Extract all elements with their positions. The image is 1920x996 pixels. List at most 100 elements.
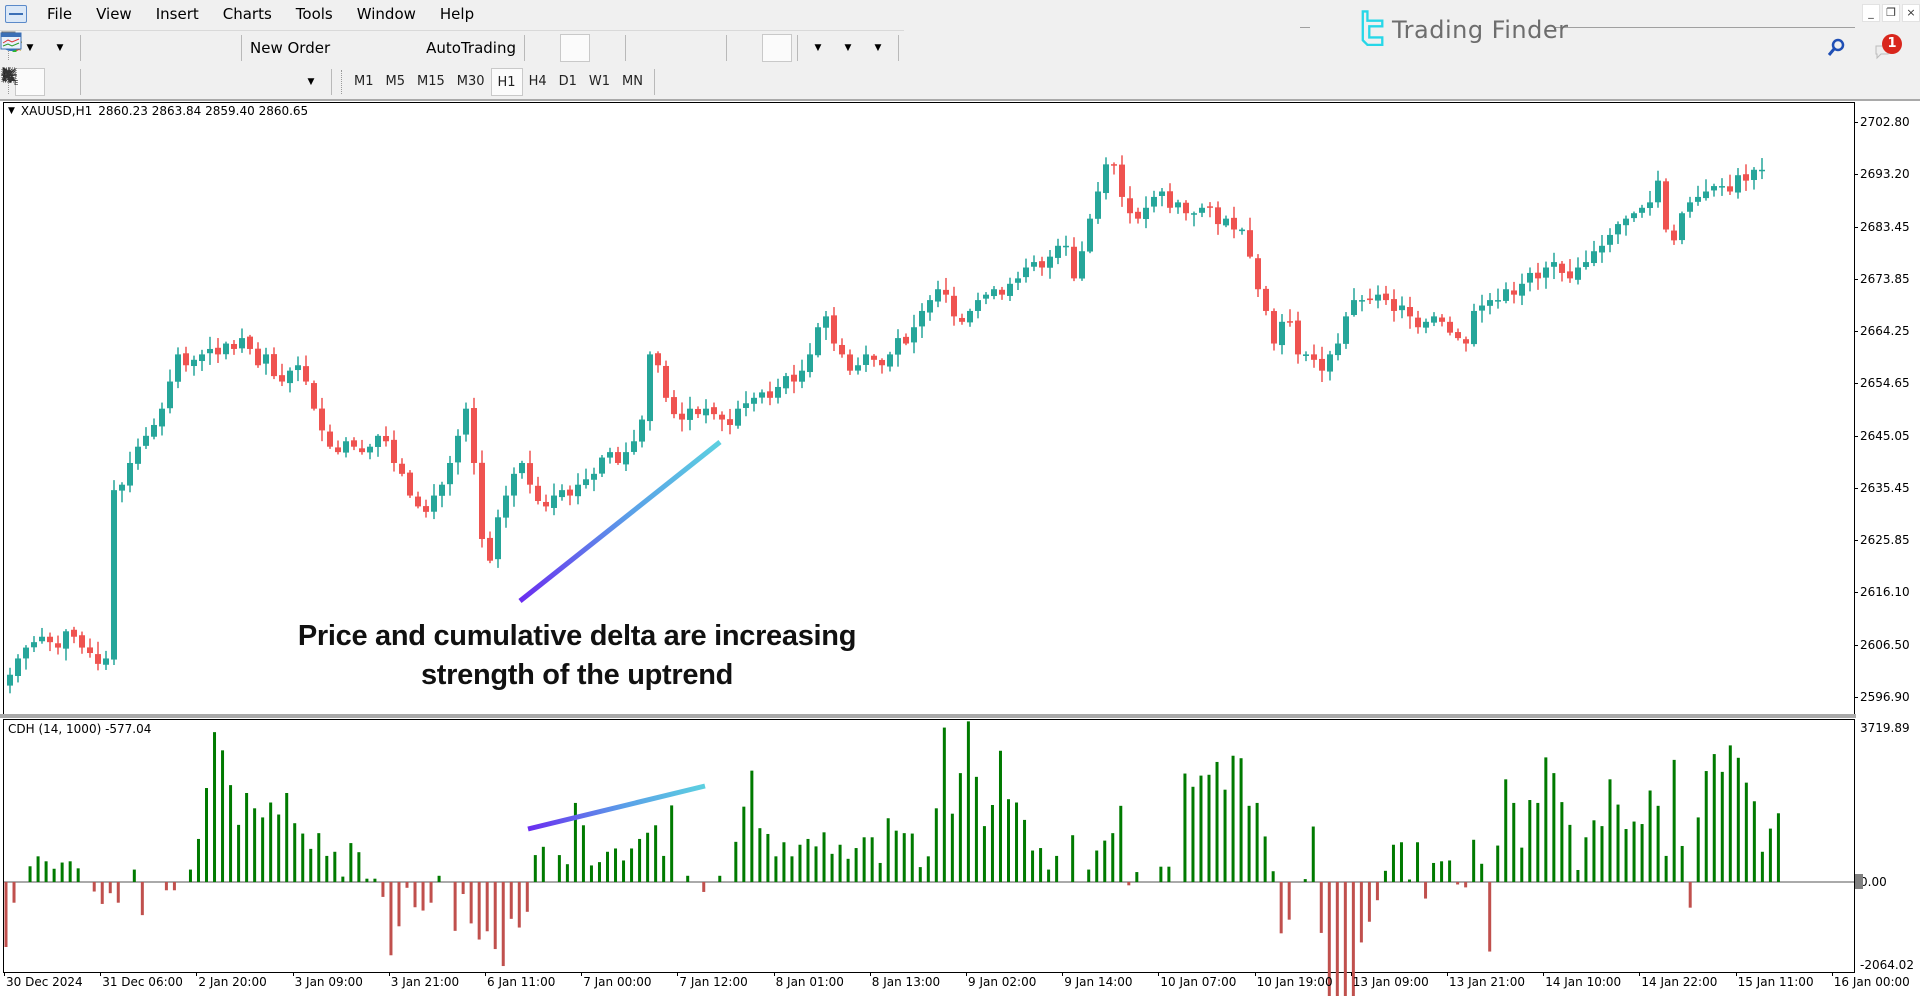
histogram-bar	[1031, 850, 1035, 882]
candle-body	[1399, 305, 1405, 311]
candle-body	[655, 353, 661, 366]
collapse-triangle-icon[interactable]: ▼	[8, 106, 15, 116]
timeframe-m15[interactable]: M15	[417, 74, 445, 89]
histogram-bar	[1335, 882, 1339, 996]
menu-window[interactable]: Window	[356, 5, 416, 23]
candle-body	[1431, 316, 1437, 323]
histogram-bar	[477, 882, 481, 940]
candlestick-chart-button[interactable]	[2, 33, 590, 62]
histogram-bar	[365, 878, 369, 882]
histogram-bar	[830, 853, 834, 882]
histogram-bar	[1416, 842, 1420, 882]
histogram-bar	[68, 861, 72, 882]
time-axis-label: 31 Dec 06:00	[102, 975, 183, 989]
text-tool-button[interactable]: A	[4, 67, 266, 96]
candle-body	[215, 347, 221, 355]
histogram-bar	[950, 813, 954, 882]
timeframe-mn[interactable]: MN	[622, 74, 643, 89]
candle-body	[1359, 300, 1365, 302]
minimize-button[interactable]: _	[1862, 4, 1880, 22]
arrows-tool-button[interactable]: ▼	[2, 68, 326, 96]
histogram-bar	[469, 882, 473, 924]
candle-body	[391, 439, 397, 463]
menu-charts[interactable]: Charts	[222, 5, 272, 23]
histogram-bar	[934, 808, 938, 882]
toolbar-separator	[241, 34, 242, 61]
dropdown-caret-icon: ▼	[56, 42, 64, 53]
histogram-bar	[1103, 840, 1107, 882]
pane-splitter[interactable]	[0, 714, 1856, 718]
histogram-bar	[1119, 805, 1123, 882]
chart-header: ▼ XAUUSD,H1 2860.23 2863.84 2859.40 2860…	[8, 104, 308, 118]
histogram-bar	[517, 882, 521, 928]
candle-body	[751, 397, 757, 404]
timeframe-m1[interactable]: M1	[354, 74, 374, 89]
candle-body	[1607, 234, 1613, 245]
candle-body	[575, 484, 581, 497]
candle-body	[743, 403, 749, 409]
histogram-bar	[1007, 799, 1010, 882]
candle-body	[1103, 164, 1109, 194]
toolbar-grip[interactable]	[341, 70, 344, 94]
templates-button[interactable]: ▼	[0, 32, 893, 62]
candle-body	[1383, 293, 1389, 301]
timeframe-m5[interactable]: M5	[385, 74, 406, 89]
histogram-bar	[878, 862, 882, 882]
timeframe-d1[interactable]: D1	[558, 74, 577, 89]
price-tick	[1854, 122, 1858, 123]
candle-body	[791, 374, 797, 382]
search-icon[interactable]	[1826, 38, 1846, 58]
histogram-bar	[1039, 848, 1043, 882]
time-axis-label: 30 Dec 2024	[6, 975, 83, 989]
candle-body	[79, 635, 85, 648]
histogram-bar	[164, 882, 168, 891]
menu-insert[interactable]: Insert	[155, 5, 199, 23]
ohlc-values: 2860.23 2863.84 2859.40 2860.65	[98, 104, 309, 118]
price-axis-label: 2606.50	[1860, 637, 1910, 652]
histogram-bar	[1367, 882, 1371, 922]
toolbar-separator	[524, 34, 525, 61]
price-tick	[1854, 644, 1858, 646]
candle-body	[375, 435, 381, 447]
histogram-bar	[188, 869, 192, 882]
candle-body	[679, 413, 685, 420]
svg-text:F: F	[14, 79, 18, 86]
candle-body	[1743, 174, 1749, 181]
menu-tools[interactable]: Tools	[295, 5, 333, 23]
candle-body	[1007, 283, 1013, 296]
timeframe-h4[interactable]: H4	[528, 74, 547, 89]
restore-button[interactable]: ❐	[1882, 4, 1900, 22]
menu-view[interactable]: View	[96, 5, 132, 23]
candle-body	[1031, 262, 1037, 267]
candle-body	[135, 446, 141, 464]
candle-body	[1343, 316, 1349, 344]
price-trendline[interactable]	[518, 440, 722, 603]
timeframe-h1[interactable]: H1	[490, 68, 523, 96]
candle-body	[711, 407, 717, 415]
histogram-bar	[437, 875, 441, 882]
annotation-line-2: strength of the uptrend	[420, 659, 734, 691]
text-label-tool-button[interactable]: T	[1, 67, 296, 96]
histogram-bar	[1616, 804, 1620, 882]
timeframe-m30[interactable]: M30	[456, 74, 485, 89]
histogram-bar	[1752, 801, 1756, 882]
candle-body	[695, 408, 701, 415]
notifications-button[interactable]: 1	[1874, 34, 1902, 60]
candle-body	[47, 636, 53, 643]
candle-body	[1455, 332, 1461, 339]
menu-file[interactable]: File	[47, 5, 73, 23]
histogram-bar	[261, 817, 265, 882]
candle-body	[479, 462, 485, 539]
candle-body	[1623, 218, 1629, 226]
menu-help[interactable]: Help	[439, 5, 475, 23]
indicator-axis-label: -2064.02	[1860, 958, 1914, 972]
histogram-bar	[597, 862, 601, 882]
candle-body	[1023, 267, 1029, 278]
indicator-trendline[interactable]	[527, 783, 706, 832]
candle-body	[463, 408, 469, 435]
candle-body	[959, 317, 965, 322]
price-tick	[1854, 592, 1858, 594]
histogram-bar	[229, 785, 233, 882]
timeframe-w1[interactable]: W1	[588, 74, 611, 89]
histogram-bar	[1207, 774, 1211, 882]
